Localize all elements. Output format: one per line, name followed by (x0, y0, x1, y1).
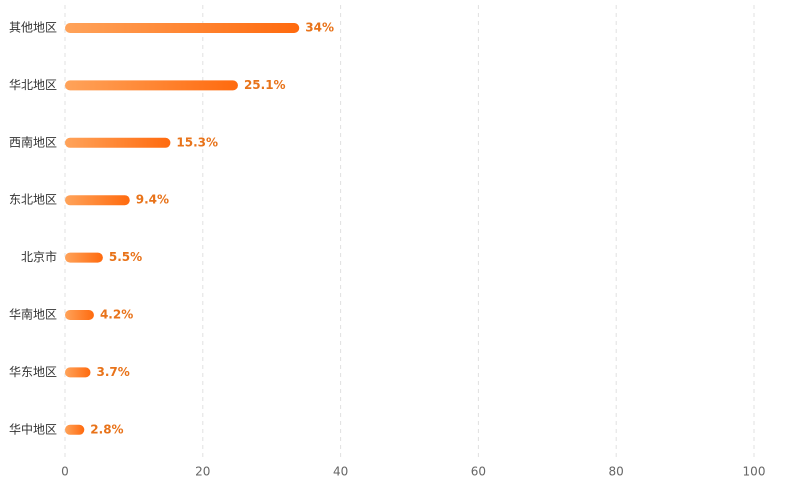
x-tick-label: 20 (195, 465, 210, 479)
value-label: 2.8% (90, 422, 123, 436)
value-label: 3.7% (96, 365, 129, 379)
x-tick-label: 0 (61, 465, 69, 479)
x-tick-label: 80 (609, 465, 624, 479)
value-label: 25.1% (244, 78, 286, 92)
category-label: 北京市 (21, 249, 57, 264)
value-label: 5.5% (109, 250, 142, 264)
x-tick-label: 60 (471, 465, 486, 479)
value-label: 4.2% (100, 308, 133, 322)
x-tick-label: 40 (333, 465, 348, 479)
bar (65, 137, 171, 148)
category-label: 其他地区 (9, 21, 57, 35)
category-label: 西南地区 (9, 134, 57, 149)
x-tick-label: 100 (743, 465, 766, 479)
bar (65, 23, 300, 33)
category-label: 华北地区 (9, 78, 57, 92)
value-label: 34% (305, 21, 334, 35)
bar (65, 80, 238, 91)
bar (65, 424, 85, 435)
bar (65, 367, 91, 378)
bar (65, 252, 103, 263)
value-label: 15.3% (176, 135, 218, 149)
category-label: 华南地区 (9, 307, 57, 322)
bar (65, 195, 130, 206)
category-label: 华东地区 (9, 365, 57, 379)
category-label: 华中地区 (9, 421, 57, 436)
value-label: 9.4% (136, 193, 169, 207)
bar (65, 310, 94, 320)
category-label: 东北地区 (9, 193, 57, 207)
